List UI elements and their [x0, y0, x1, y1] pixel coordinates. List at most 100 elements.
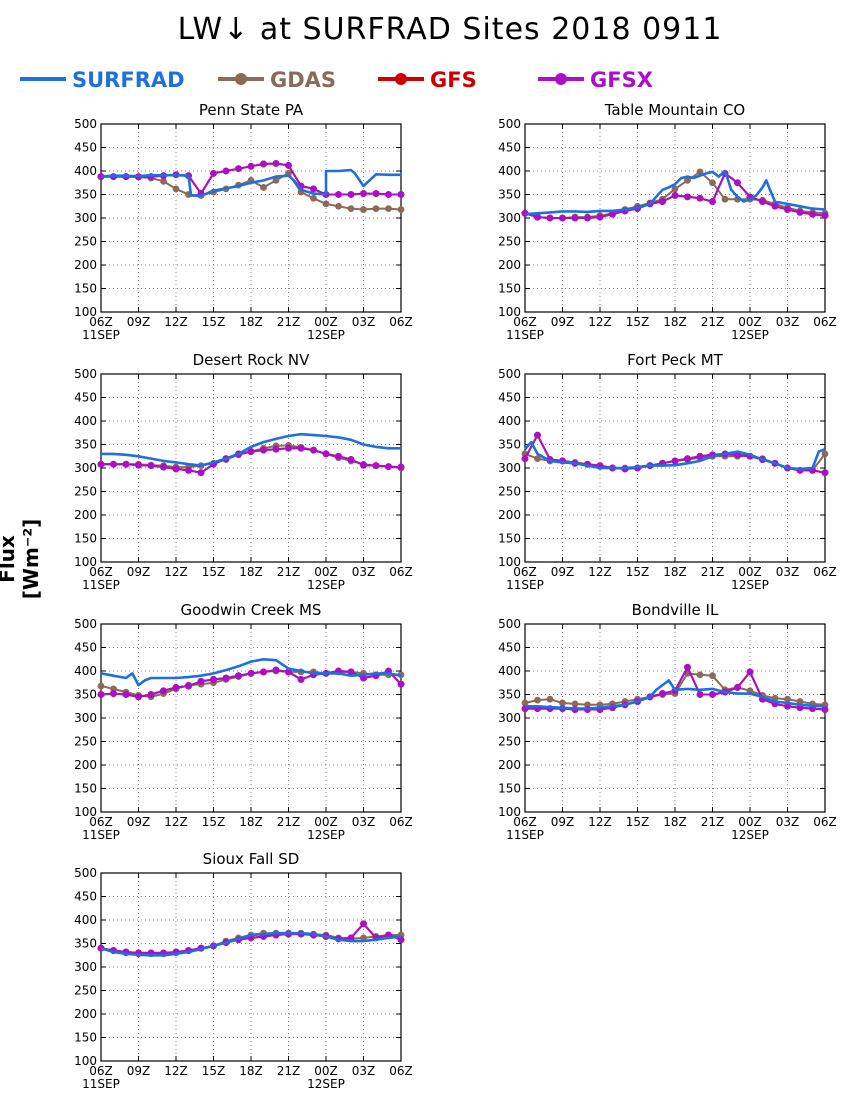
- panel-title: Table Mountain CO: [604, 101, 746, 119]
- y-tick-label: 350: [498, 438, 521, 452]
- data-point: [684, 177, 691, 184]
- series-line: [525, 679, 826, 710]
- data-point: [360, 206, 367, 213]
- data-point: [347, 668, 355, 676]
- y-tick-label: 100: [74, 1054, 97, 1068]
- data-point: [571, 214, 579, 222]
- data-point: [285, 444, 292, 452]
- x-tick-label: 03Z: [352, 815, 376, 829]
- data-point: [734, 684, 741, 691]
- data-point: [297, 444, 305, 452]
- data-point: [160, 463, 167, 471]
- data-point: [671, 457, 679, 465]
- data-point: [571, 700, 579, 708]
- data-point: [247, 162, 255, 170]
- data-point: [534, 431, 541, 439]
- data-point: [584, 701, 591, 709]
- x-tick-label: 03Z: [776, 315, 800, 329]
- x-tick-label: 06Z: [389, 315, 413, 329]
- data-point: [696, 452, 704, 460]
- y-tick-label: 350: [74, 688, 97, 702]
- x-date-label: 12SEP: [731, 578, 769, 592]
- data-point: [684, 455, 691, 462]
- y-tick-label: 200: [498, 258, 521, 272]
- series-surfrad: [525, 679, 826, 710]
- data-point: [397, 936, 405, 944]
- data-point: [784, 695, 791, 703]
- y-tick-label: 150: [498, 282, 521, 296]
- x-tick-label: 06Z: [389, 565, 413, 579]
- data-point: [559, 214, 566, 222]
- data-point: [684, 193, 691, 201]
- series-line: [101, 432, 401, 467]
- series-surfrad: [101, 432, 401, 467]
- x-tick-label: 06Z: [389, 815, 413, 829]
- panel-3: Desert Rock NV 100 150 200 250 300 350 400 450 50…: [74, 351, 413, 592]
- x-tick-label: 00Z: [738, 315, 762, 329]
- data-point: [709, 691, 716, 698]
- x-tick-label: 15Z: [202, 1064, 226, 1078]
- data-point: [272, 445, 280, 453]
- y-tick-label: 150: [74, 1031, 97, 1045]
- y-tick-label: 300: [498, 211, 521, 225]
- data-point: [709, 179, 716, 187]
- x-tick-label: 09Z: [127, 315, 151, 329]
- data-point: [809, 210, 816, 218]
- y-tick-label: 150: [74, 782, 97, 796]
- data-point: [584, 214, 591, 222]
- x-tick-label: 21Z: [277, 815, 301, 829]
- data-point: [347, 456, 355, 463]
- data-point: [546, 214, 554, 222]
- y-tick-label: 400: [74, 913, 97, 927]
- series-line: [524, 434, 826, 474]
- y-tick-label: 300: [74, 711, 97, 725]
- y-tick-label: 250: [74, 984, 97, 998]
- series-surfrad: [100, 657, 402, 687]
- legend-item-gfs: GFS: [378, 68, 477, 92]
- x-tick-label: 12Z: [164, 815, 188, 829]
- data-point: [322, 450, 330, 458]
- x-tick-label: 12Z: [588, 315, 612, 329]
- x-tick-label: 00Z: [314, 1064, 338, 1078]
- data-point: [397, 680, 405, 688]
- x-tick-label: 21Z: [701, 815, 725, 829]
- x-tick-label: 15Z: [626, 565, 650, 579]
- y-tick-label: 450: [74, 641, 97, 655]
- data-point: [197, 469, 205, 477]
- data-point: [347, 191, 355, 198]
- x-tick-label: 18Z: [663, 565, 687, 579]
- data-point: [147, 691, 155, 698]
- x-tick-label: 12Z: [588, 815, 612, 829]
- data-point: [97, 682, 105, 690]
- data-point: [247, 448, 255, 455]
- data-point: [272, 160, 280, 167]
- y-tick-label: 450: [498, 641, 521, 655]
- x-tick-label: 06Z: [89, 1064, 113, 1078]
- data-point: [110, 460, 117, 468]
- series-line: [524, 434, 826, 474]
- panel-title: Fort Peck MT: [627, 351, 723, 369]
- data-point: [197, 677, 205, 685]
- legend-label: GFS: [430, 68, 477, 92]
- panel-2: Table Mountain CO 100 150 200 250 300 350 400 45…: [498, 101, 837, 342]
- y-tick-label: 500: [74, 866, 97, 880]
- y-tick-label: 500: [74, 117, 97, 131]
- data-point: [696, 671, 704, 679]
- data-point: [385, 463, 392, 470]
- data-point: [260, 160, 267, 168]
- data-point: [110, 685, 117, 693]
- data-point: [746, 668, 754, 676]
- y-tick-label: 400: [74, 664, 97, 678]
- x-tick-label: 09Z: [127, 1064, 151, 1078]
- series-line: [100, 657, 402, 687]
- x-tick-label: 18Z: [239, 815, 263, 829]
- data-point: [397, 191, 405, 198]
- data-point: [310, 185, 317, 193]
- data-point: [360, 920, 367, 928]
- y-tick-label: 250: [498, 735, 521, 749]
- data-point: [310, 194, 317, 202]
- legend-marker: [555, 73, 567, 85]
- y-tick-label: 250: [74, 485, 97, 499]
- y-tick-label: 100: [74, 805, 97, 819]
